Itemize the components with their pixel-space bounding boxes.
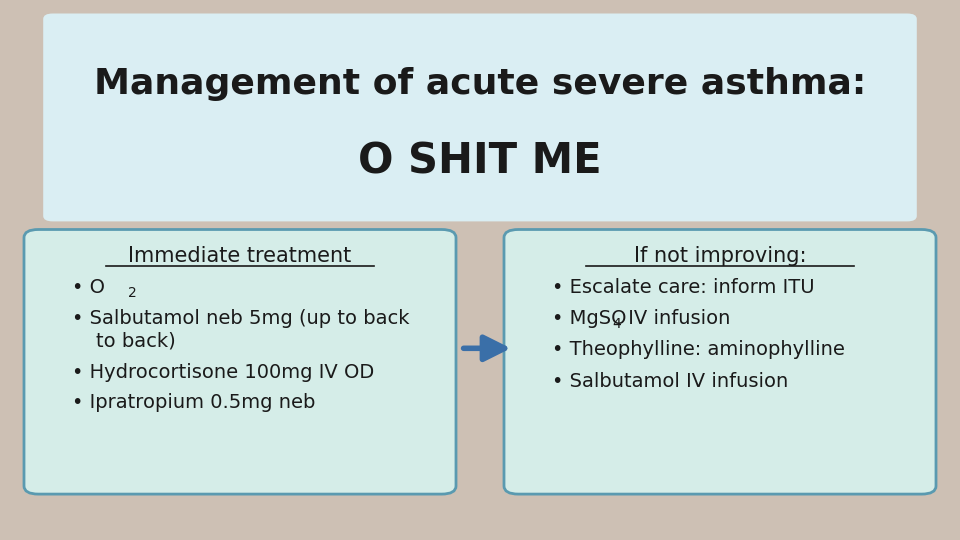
FancyBboxPatch shape: [504, 230, 936, 494]
Text: to back): to back): [96, 332, 176, 351]
Text: Immediate treatment: Immediate treatment: [129, 246, 351, 267]
FancyArrowPatch shape: [464, 337, 505, 360]
Text: IV infusion: IV infusion: [622, 309, 731, 328]
Text: • Ipratropium 0.5mg neb: • Ipratropium 0.5mg neb: [72, 393, 316, 412]
Text: • Theophylline: aminophylline: • Theophylline: aminophylline: [552, 340, 845, 360]
Text: • Salbutamol IV infusion: • Salbutamol IV infusion: [552, 372, 788, 391]
Text: • O: • O: [72, 278, 105, 297]
FancyBboxPatch shape: [43, 14, 917, 221]
Text: • Hydrocortisone 100mg IV OD: • Hydrocortisone 100mg IV OD: [72, 363, 374, 382]
Text: 4: 4: [612, 317, 621, 331]
Text: • Escalate care: inform ITU: • Escalate care: inform ITU: [552, 278, 815, 297]
Text: Management of acute severe asthma:: Management of acute severe asthma:: [94, 67, 866, 100]
Text: • Salbutamol neb 5mg (up to back: • Salbutamol neb 5mg (up to back: [72, 309, 410, 328]
Text: • MgSO: • MgSO: [552, 309, 627, 328]
Text: 2: 2: [128, 286, 136, 300]
Text: If not improving:: If not improving:: [634, 246, 806, 267]
Text: O SHIT ME: O SHIT ME: [358, 141, 602, 183]
FancyBboxPatch shape: [24, 230, 456, 494]
